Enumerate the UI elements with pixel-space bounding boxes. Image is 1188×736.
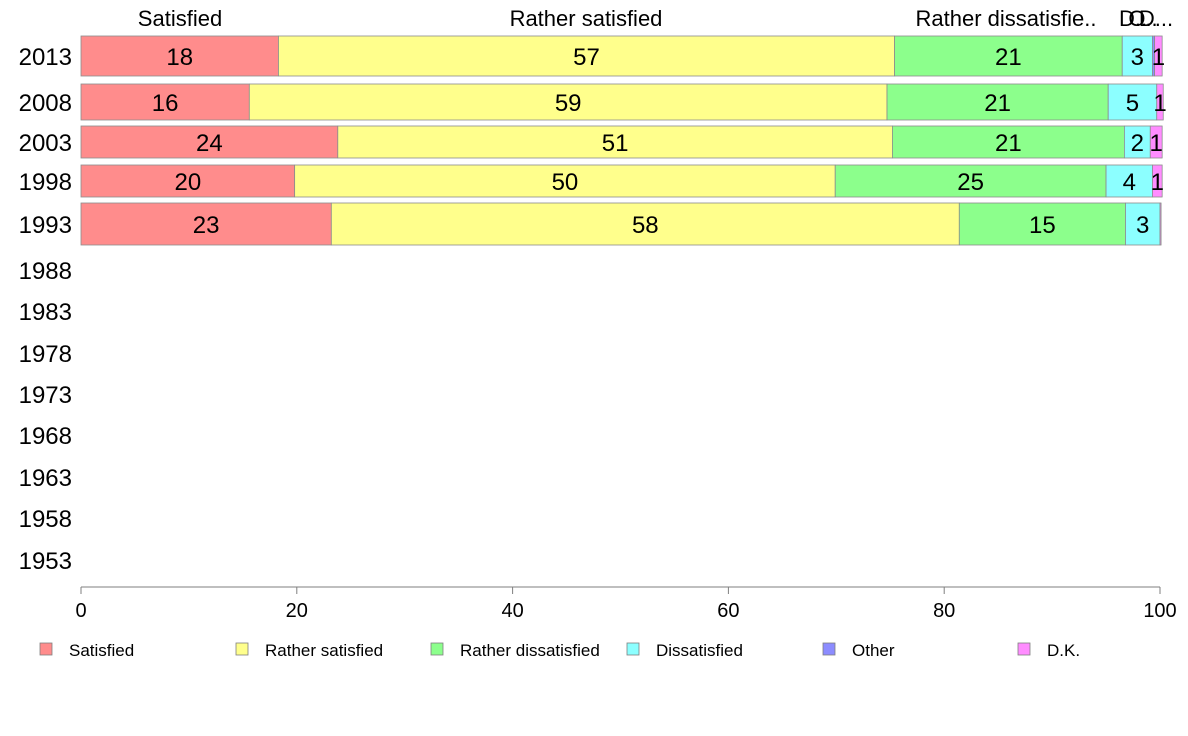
top-category-label: Rather dissatisfie.. xyxy=(916,6,1097,31)
bar-segment xyxy=(1152,164,1163,198)
legend-swatch xyxy=(626,642,640,656)
bar-value-label: 1 xyxy=(1153,90,1166,117)
bar-value-label: 1 xyxy=(1150,130,1163,157)
year-label: 1998 xyxy=(19,169,72,196)
bar-value-label: 21 xyxy=(995,130,1022,157)
bar-segment xyxy=(958,202,1126,246)
bar-segment xyxy=(1149,125,1163,159)
bar-value-label: 51 xyxy=(602,130,629,157)
year-label: 1983 xyxy=(19,299,72,326)
bar-value-label: 2 xyxy=(1131,130,1144,157)
legend-label: Rather satisfied xyxy=(265,641,383,660)
year-label: 1958 xyxy=(19,506,72,533)
year-label: 1953 xyxy=(19,548,72,575)
bar-value-label: 15 xyxy=(1029,212,1056,239)
bar-value-label: 1 xyxy=(1151,169,1164,196)
legend-label: Dissatisfied xyxy=(656,641,743,660)
x-tick-label: 40 xyxy=(501,600,523,622)
bar-value-label: 18 xyxy=(166,44,193,71)
bar-segment xyxy=(1107,83,1158,121)
x-tick-label: 60 xyxy=(717,600,739,622)
bar-value-label: 21 xyxy=(995,44,1022,71)
bar-segment xyxy=(892,125,1125,159)
bar-segment xyxy=(80,35,279,77)
legend-label: Satisfied xyxy=(69,641,134,660)
bar-value-label: 23 xyxy=(193,212,220,239)
bar-segment xyxy=(80,83,250,121)
x-tick-label: 0 xyxy=(75,600,86,622)
bar-value-label: 3 xyxy=(1131,44,1144,71)
legend-swatch xyxy=(1017,642,1031,656)
year-label: 2003 xyxy=(19,130,72,157)
legend-swatch xyxy=(430,642,444,656)
legend-swatch xyxy=(822,642,836,656)
bar-segment xyxy=(1154,35,1163,77)
bar-value-label: 5 xyxy=(1126,90,1139,117)
bar-area: 18 57 21 3 116 59 21 5 124 51 21 2 120 50 25 4 123 58 15 3 xyxy=(80,35,1167,246)
bar-segment xyxy=(248,83,888,121)
legend-swatch xyxy=(39,642,53,656)
bar-value-label: 25 xyxy=(957,169,984,196)
x-tick-label: 80 xyxy=(933,600,955,622)
bar-segment xyxy=(80,202,332,246)
bar-value-label: 57 xyxy=(573,44,600,71)
legend-label: D.K. xyxy=(1047,641,1080,660)
year-label: 1978 xyxy=(19,341,72,368)
year-label: 2013 xyxy=(19,44,72,71)
x-tick-label: 20 xyxy=(286,600,308,622)
bar-value-label: 4 xyxy=(1123,169,1136,196)
top-category-label: Satisfied xyxy=(138,6,222,31)
bar-value-label: 50 xyxy=(552,169,579,196)
bar-value-label: 16 xyxy=(152,90,179,117)
year-label: 1968 xyxy=(19,423,72,450)
bar-value-label: 59 xyxy=(555,90,582,117)
legend: Satisfied Rather satisfied Rather dissatis… xyxy=(39,641,1080,660)
year-label: 1973 xyxy=(19,382,72,409)
year-label: 2008 xyxy=(19,90,72,117)
bar-value-label: 3 xyxy=(1136,212,1149,239)
top-category-label: O.. xyxy=(1128,6,1157,31)
legend-swatch xyxy=(235,642,249,656)
bar-segment xyxy=(337,125,893,159)
bar-value-label: 24 xyxy=(196,130,223,157)
legend-label: Rather dissatisfied xyxy=(460,641,600,660)
bar-segment xyxy=(330,202,960,246)
bar-segment xyxy=(1105,164,1153,198)
x-tick-label: 100 xyxy=(1143,600,1176,622)
year-label: 1988 xyxy=(19,258,72,285)
bar-segment xyxy=(1123,125,1151,159)
bar-value-label: 58 xyxy=(632,212,659,239)
year-label: 1993 xyxy=(19,212,72,239)
legend-label: Other xyxy=(852,641,895,660)
bar-value-label: 20 xyxy=(174,169,201,196)
x-axis: 0 20 40 60 80 100 xyxy=(75,586,1177,622)
bar-value-label: 1 xyxy=(1152,44,1165,71)
year-labels: 2013 2008 2003 1998 1993 1988 1983 1978 1973 1968… xyxy=(19,44,72,575)
top-category-labels: Satisfied Rather satisfied Rather dissatis… xyxy=(138,6,1173,31)
top-category-label: D.. xyxy=(1119,6,1147,31)
top-category-label: D... xyxy=(1139,6,1173,31)
bar-segment xyxy=(1156,83,1164,121)
bar-segment xyxy=(1159,202,1162,246)
bar-value-label: 21 xyxy=(984,90,1011,117)
bar-segment xyxy=(1121,35,1153,77)
bar-segment xyxy=(1125,202,1161,246)
top-category-label: Rather satisfied xyxy=(510,6,663,31)
year-label: 1963 xyxy=(19,465,72,492)
bar-segment xyxy=(80,125,339,159)
